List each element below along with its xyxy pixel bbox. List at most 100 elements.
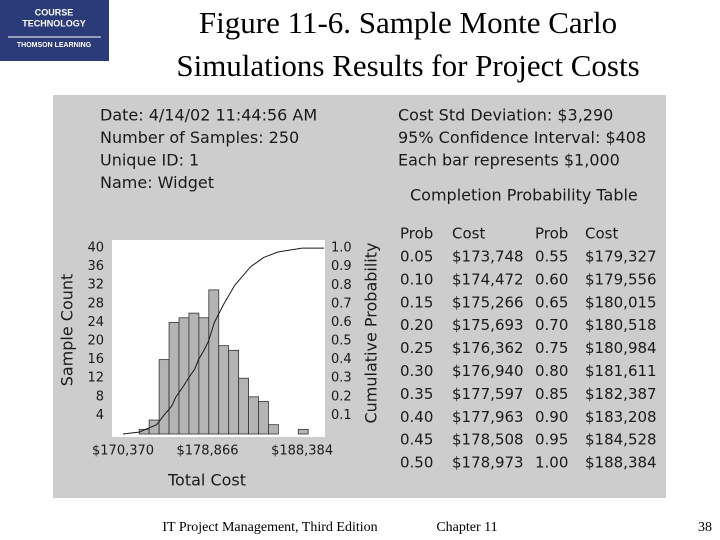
info-line: Unique ID: 1 [100, 151, 199, 170]
bar [258, 401, 269, 435]
footer-chapter: Chapter 11 [436, 520, 497, 535]
table-cell: 0.40 [400, 408, 433, 426]
table-cell: 0.15 [400, 293, 433, 311]
bar [208, 289, 220, 435]
table-cell: 0.65 [535, 293, 568, 311]
slide-title: Figure 11-6. Sample Monte Carlo [199, 5, 617, 40]
x-tick-label: $188,384 [271, 444, 333, 459]
bar [218, 345, 230, 435]
x-tick-label: $178,866 [176, 444, 238, 459]
x-axis-label: Total Cost [167, 471, 246, 490]
table-cell: $174,472 [452, 270, 524, 288]
y2-tick-label: 0.2 [331, 389, 352, 404]
bar [297, 428, 309, 435]
y-tick-label: 28 [87, 296, 104, 311]
footer-book: IT Project Management, Third Edition [162, 520, 377, 535]
table-cell: 0.20 [400, 316, 433, 334]
y2-tick-label: 0.7 [331, 296, 352, 311]
table-cell: 0.95 [535, 431, 568, 449]
table-cell: $180,015 [585, 293, 657, 311]
table-cell: $182,387 [585, 385, 657, 403]
bar [188, 312, 200, 435]
table-cell: $173,748 [452, 248, 524, 266]
logo-text: COURSE [35, 7, 74, 17]
bar [168, 322, 180, 435]
info: Date: 4/14/02 11:44:56 AM Number of Sampl… [100, 106, 657, 472]
bar [268, 424, 279, 435]
table-cell: 0.05 [400, 248, 433, 266]
info-line: 95% Confidence Interval: $408 [398, 128, 646, 147]
table-cell: $176,940 [452, 362, 524, 380]
table-cell: 0.30 [400, 362, 433, 380]
table-cell: 0.10 [400, 270, 433, 288]
table-header: Prob [535, 225, 568, 243]
y-tick-label: 8 [96, 389, 104, 404]
table-cell: $177,963 [452, 408, 524, 426]
y2-tick-label: 0.4 [331, 352, 352, 367]
y-tick-label: 24 [87, 315, 104, 330]
table-cell: $177,597 [452, 385, 524, 403]
info-line: Each bar represents $1,000 [398, 151, 620, 170]
y2-tick-label: 0.5 [331, 334, 352, 349]
y-tick-label: 12 [87, 371, 104, 386]
y2-tick-label: 0.3 [331, 371, 352, 386]
y-tick-label: 40 [87, 241, 104, 256]
table-header: Cost [585, 225, 618, 243]
info-line: Cost Std Deviation: $3,290 [398, 106, 613, 125]
table-title: Completion Probability Table [410, 186, 638, 205]
table-cell: $180,518 [585, 316, 657, 334]
table-cell: $179,327 [585, 248, 657, 266]
y2-tick-label: 1.0 [331, 241, 352, 256]
y-tick-label: 20 [87, 334, 104, 349]
y2-tick-label: 0.1 [331, 408, 352, 423]
y-tick-label: 32 [87, 278, 104, 293]
table-cell: $183,208 [585, 408, 657, 426]
x-tick-label: $170,370 [92, 444, 154, 459]
table-cell: $180,984 [585, 339, 657, 357]
table-cell: 0.75 [535, 339, 568, 357]
bar [238, 377, 249, 435]
y2-axis-label: Cumulative Probability [362, 243, 381, 424]
bar [248, 396, 259, 435]
bar [228, 349, 240, 435]
bar [198, 317, 210, 435]
footer-page: 38 [698, 520, 712, 535]
bar [158, 359, 170, 435]
info-line: Date: 4/14/02 11:44:56 AM [100, 106, 317, 125]
table-cell: 0.55 [535, 248, 568, 266]
table-cell: $178,508 [452, 431, 524, 449]
slide-title: Simulations Results for Project Costs [176, 48, 639, 83]
logo-text: THOMSON LEARNING [17, 42, 92, 49]
y-axis-label: Sample Count [58, 274, 77, 387]
table-cell: 0.90 [535, 408, 568, 426]
table-header: Cost [452, 225, 485, 243]
plot: 4 8 12 16 20 24 28 32 36 40 0.1 0.2 0.3 0.4 0.5 0.6 0.7 0… [58, 241, 381, 490]
table-cell: 0.25 [400, 339, 433, 357]
table-cell: $184,528 [585, 431, 657, 449]
table-cell: 0.85 [535, 385, 568, 403]
y2-tick-label: 0.6 [331, 315, 352, 330]
cumulative-line [122, 247, 325, 435]
table-cell: $181,611 [585, 362, 657, 380]
table-cell: 0.60 [535, 270, 568, 288]
y-tick-label: 16 [87, 352, 104, 367]
table-cell: 0.70 [535, 316, 568, 334]
table-cell: $179,556 [585, 270, 657, 288]
logo-box [0, 0, 109, 61]
table-cell: 0.50 [400, 454, 433, 472]
table-cell: $175,266 [452, 293, 524, 311]
y-tick-label: 36 [87, 259, 104, 274]
bar [178, 317, 190, 435]
y-tick-label: 4 [96, 408, 104, 423]
table-cell: 0.45 [400, 431, 433, 449]
table-header: Prob [400, 225, 433, 243]
table-cell: $175,693 [452, 316, 524, 334]
logo-text: TECHNOLOGY [22, 18, 86, 28]
y2-tick-label: 0.8 [331, 278, 352, 293]
table-cell: 0.80 [535, 362, 568, 380]
y2-tick-label: 0.9 [331, 259, 352, 274]
table-cell: $188,384 [585, 454, 657, 472]
info-line: Number of Samples: 250 [100, 128, 299, 147]
